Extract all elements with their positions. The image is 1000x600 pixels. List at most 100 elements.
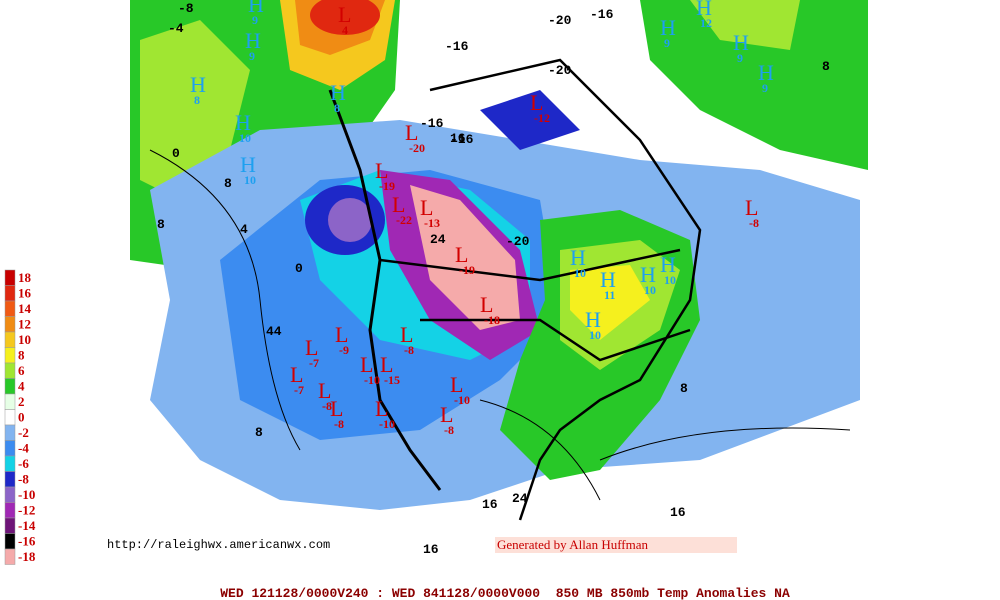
legend-label: -6 xyxy=(18,456,29,471)
contour-label: 16 xyxy=(670,505,686,520)
center-value: 11 xyxy=(604,288,615,302)
pressure-center: H xyxy=(235,110,251,135)
pressure-center: H xyxy=(640,262,656,287)
legend-swatch xyxy=(4,502,16,519)
pressure-center: L xyxy=(330,396,343,421)
warm-region xyxy=(570,265,650,340)
legend-swatch xyxy=(4,440,16,457)
cold-region xyxy=(328,198,372,242)
coastline xyxy=(328,89,442,491)
center-value: -10 xyxy=(454,393,470,407)
contour-label: 16 xyxy=(482,497,498,512)
cold-region xyxy=(410,185,520,330)
pressure-center: L xyxy=(375,158,388,183)
contour-label: -20 xyxy=(548,13,572,28)
center-value: 10 xyxy=(589,328,601,342)
warm-region xyxy=(690,0,800,50)
legend-label: -10 xyxy=(18,487,35,502)
contour-label: 44 xyxy=(266,324,282,339)
pressure-center: L xyxy=(480,292,493,317)
pressure-center: H xyxy=(585,307,601,332)
pressure-center: L xyxy=(290,362,303,387)
legend-swatch xyxy=(4,409,16,426)
center-value: 10 xyxy=(664,273,676,287)
legend-label: 14 xyxy=(18,301,32,316)
source-url: http://raleighwx.americanwx.com xyxy=(107,538,330,552)
contour-label: 0 xyxy=(295,261,303,276)
legend-label: 4 xyxy=(18,379,25,394)
center-value: -8 xyxy=(404,343,414,357)
center-value: 9 xyxy=(737,51,743,65)
legend-swatch xyxy=(4,486,16,503)
pressure-center: H xyxy=(696,0,712,20)
center-value: 9 xyxy=(249,49,255,63)
legend-swatch xyxy=(4,362,16,379)
legend-swatch xyxy=(4,331,16,348)
credit-box xyxy=(495,537,737,553)
pressure-center: L xyxy=(360,352,373,377)
center-value: -18 xyxy=(484,313,500,327)
pressure-center: L xyxy=(400,322,413,347)
contour-label: 8 xyxy=(224,176,232,191)
pressure-center: L xyxy=(745,195,758,220)
pressure-center: L xyxy=(305,335,318,360)
pressure-center: H xyxy=(245,28,261,53)
pressure-center: H xyxy=(660,252,676,277)
legend-label: -12 xyxy=(18,503,35,518)
pressure-center: H xyxy=(733,30,749,55)
center-value: -12 xyxy=(534,111,550,125)
center-value: 10 xyxy=(239,131,251,145)
contour xyxy=(149,149,851,501)
legend-label: 2 xyxy=(18,394,25,409)
contour-label: 8 xyxy=(680,381,688,396)
legend-swatch xyxy=(4,517,16,534)
contour-label: 8 xyxy=(822,59,830,74)
warm-region xyxy=(640,0,868,170)
contour-label: -20 xyxy=(506,234,530,249)
center-value: 10 xyxy=(644,283,656,297)
center-value: -9 xyxy=(339,343,349,357)
center-value: 4 xyxy=(342,23,348,37)
center-value: -8 xyxy=(334,417,344,431)
center-value: -7 xyxy=(294,383,304,397)
pressure-center: L xyxy=(392,192,405,217)
map xyxy=(130,0,868,540)
legend-swatch xyxy=(4,300,16,317)
warm-region xyxy=(310,0,380,35)
contour-label: 8 xyxy=(157,217,165,232)
pressure-center: H xyxy=(758,60,774,85)
legend-swatch xyxy=(4,471,16,488)
center-value: 10 xyxy=(244,173,256,187)
center-value: 9 xyxy=(664,36,670,50)
pressure-center: L xyxy=(405,120,418,145)
legend-label: 10 xyxy=(18,332,31,347)
legend-label: -2 xyxy=(18,425,29,440)
contour-label: 24 xyxy=(512,491,528,506)
pressure-center: L xyxy=(375,396,388,421)
center-value: -15 xyxy=(384,373,400,387)
center-value: -8 xyxy=(322,399,332,413)
legend-swatch xyxy=(4,548,16,565)
pressure-center: L xyxy=(420,195,433,220)
legend-swatch xyxy=(4,285,16,302)
border xyxy=(379,58,702,521)
legend-label: -4 xyxy=(18,441,29,456)
pressure-center: L xyxy=(450,372,463,397)
contour-label: -8 xyxy=(178,1,194,16)
credit: Generated by Allan Huffman xyxy=(497,537,649,552)
center-value: -13 xyxy=(424,216,440,230)
center-value: -7 xyxy=(309,356,319,370)
pressure-center: H xyxy=(190,72,206,97)
contour-label: -16 xyxy=(450,132,474,147)
center-value: -10 xyxy=(379,417,395,431)
contour-label: -16 xyxy=(590,7,614,22)
legend-swatch xyxy=(4,393,16,410)
legend-label: -14 xyxy=(18,518,36,533)
contour-label: 16 xyxy=(423,542,439,557)
legend-swatch xyxy=(4,347,16,364)
center-value: -22 xyxy=(396,213,412,227)
contour-label: -4 xyxy=(168,21,184,36)
pressure-center: H xyxy=(330,80,346,105)
pressure-center: L xyxy=(380,352,393,377)
